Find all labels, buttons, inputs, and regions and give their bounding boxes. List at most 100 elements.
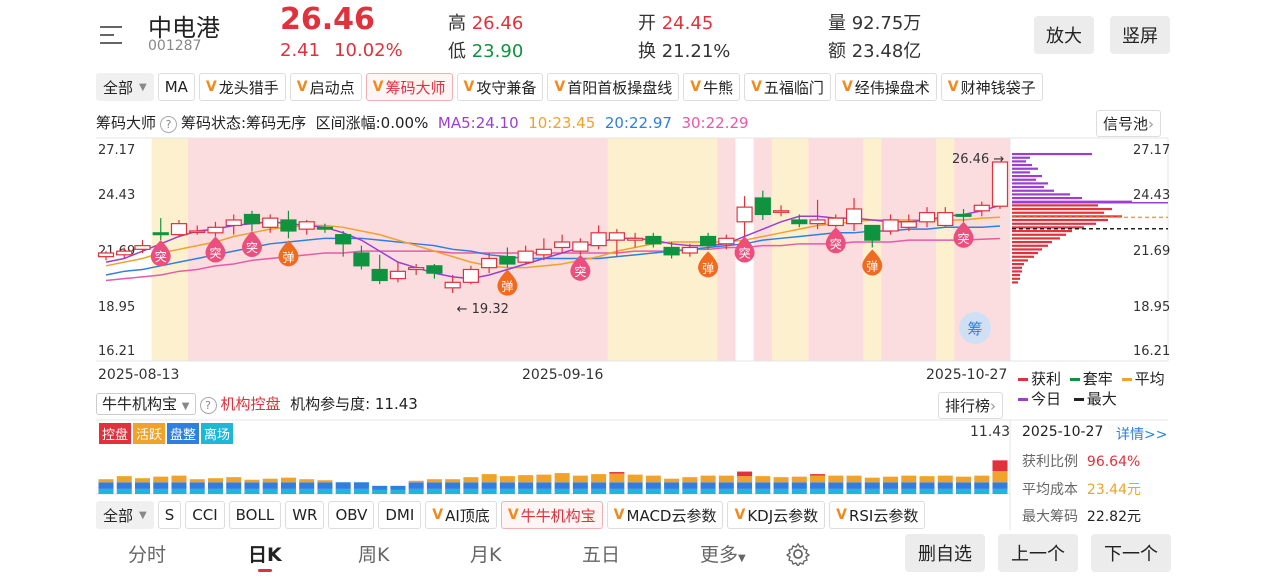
consolidate-bar xyxy=(98,482,114,489)
detail-link[interactable]: 详情>> xyxy=(1116,427,1168,443)
active-bar xyxy=(883,476,899,483)
tab-tabrow2-1[interactable]: CCI xyxy=(185,501,225,529)
today-swatch xyxy=(1018,398,1028,401)
tab-label: DMI xyxy=(385,506,415,524)
chip-bar xyxy=(1012,270,1022,273)
nav-five-day[interactable]: 五日 xyxy=(582,544,621,566)
tab-tabrow2-7[interactable]: V 牛牛机构宝 xyxy=(500,501,603,529)
tab-tabrow1-5[interactable]: V 首阳首板操盘线 xyxy=(547,73,680,101)
delete-watchlist-button[interactable]: 删自选 xyxy=(905,534,985,572)
indicator-tabs: 全部 ▼ MA V 龙头猎手 V 启动点 V 筹码大师 V 攻守兼备 V 首阳首板操盘线 V 牛熊 V 五福临… xyxy=(96,73,1170,101)
tab-tabrow1-0[interactable]: MA xyxy=(157,73,195,101)
chip-y-tick-label: 16.21 xyxy=(1133,344,1170,359)
breakout-signal-icon xyxy=(734,236,755,263)
gear-icon[interactable] xyxy=(785,542,811,568)
menu-icon[interactable] xyxy=(100,26,122,44)
bg-band xyxy=(188,138,207,361)
breakout-signal-icon xyxy=(570,254,591,281)
bg-band xyxy=(261,138,280,361)
tab-tabrow1-2[interactable]: V 启动点 xyxy=(289,73,362,101)
tab-tabrow2-9[interactable]: V KDJ云参数 xyxy=(727,501,826,529)
chip-bar xyxy=(1012,259,1028,262)
chip-bar xyxy=(1012,193,1070,196)
bg-band xyxy=(297,138,317,361)
high-annotation: 26.46 → xyxy=(952,152,1004,167)
tab-tabrow1-3[interactable]: V 筹码大师 xyxy=(365,73,453,101)
nav-daily-k[interactable]: 日K xyxy=(248,544,282,566)
chip-bar xyxy=(1012,211,1104,214)
tab-tabrow1-8[interactable]: V 经伟操盘术 xyxy=(834,73,937,101)
tab-tabrow2-4[interactable]: OBV xyxy=(328,501,375,529)
bg-band xyxy=(972,138,992,361)
v-badge-icon: V xyxy=(751,79,762,95)
prev-stock-button[interactable]: 上一个 xyxy=(998,534,1078,572)
candle-up xyxy=(134,245,151,250)
active-bar xyxy=(262,478,278,483)
tab-label: BOLL xyxy=(235,506,275,524)
chip-bar xyxy=(1012,178,1036,181)
signal-pool-button[interactable]: 信号池› xyxy=(1096,110,1162,137)
tab-tabrow2-10[interactable]: V RSI云参数 xyxy=(829,501,926,529)
nav-intraday[interactable]: 分时 xyxy=(128,544,167,566)
tab-tabrow2-2[interactable]: BOLL xyxy=(228,501,282,529)
exit-bar xyxy=(591,488,607,494)
consolidate-bar xyxy=(518,482,534,489)
rank-button[interactable]: 排行榜› xyxy=(938,392,1004,419)
low-stat: 低 23.90 xyxy=(448,41,524,62)
candle-down xyxy=(243,213,261,225)
portrait-button[interactable]: 竖屏 xyxy=(1110,16,1170,54)
tab-tabrow1-4[interactable]: V 攻守兼备 xyxy=(456,73,544,101)
caret-down-icon: ▼ xyxy=(738,553,746,564)
candle-up xyxy=(900,221,917,228)
active-bar xyxy=(299,479,315,483)
help-icon[interactable]: ? xyxy=(160,116,178,133)
chip-bar xyxy=(1012,160,1026,163)
active-bar xyxy=(153,476,169,483)
tab-tabrow2-3[interactable]: WR xyxy=(285,501,325,529)
chip-bar xyxy=(1012,237,1060,240)
zoom-button[interactable]: 放大 xyxy=(1034,16,1094,54)
nav-more[interactable]: 更多▼ xyxy=(700,544,746,566)
candle-up xyxy=(627,237,644,241)
exit-bar xyxy=(481,488,497,494)
next-stock-button[interactable]: 下一个 xyxy=(1091,534,1171,572)
exit-bar xyxy=(609,488,625,494)
tab-label: 启动点 xyxy=(309,78,355,97)
help-icon[interactable]: ? xyxy=(199,397,217,414)
tab-tabrow2-5[interactable]: DMI xyxy=(378,501,422,529)
consolidate-bar xyxy=(810,482,826,489)
chip-bar xyxy=(1012,185,1044,189)
candle-up xyxy=(408,267,425,271)
tab-tabrow1-9[interactable]: V 财神钱袋子 xyxy=(940,73,1043,101)
tab-label: KDJ云参数 xyxy=(747,506,819,525)
change-percent: 10.02% xyxy=(334,40,403,61)
exit-bar xyxy=(846,488,862,494)
sub-indicator-select[interactable]: 牛牛机构宝 ▼ xyxy=(96,393,196,415)
tab-tabrow1-7[interactable]: V 五福临门 xyxy=(744,73,831,101)
tab-tabrow2-0[interactable]: S xyxy=(157,501,182,529)
exit-bar xyxy=(718,488,734,494)
candle-up xyxy=(718,237,735,245)
chip-bar xyxy=(1012,174,1042,178)
consolidate-bar xyxy=(554,482,570,489)
candle-up xyxy=(444,281,461,289)
breakout-signal-icon xyxy=(241,230,262,257)
tab-label: AI顶底 xyxy=(445,506,490,525)
active-bar xyxy=(98,479,114,483)
active-bar xyxy=(536,474,552,483)
consolidate-bar xyxy=(700,482,716,489)
bg-band xyxy=(480,138,499,361)
bg-band xyxy=(917,138,937,361)
tab-tabrow1-6[interactable]: V 牛熊 xyxy=(683,73,741,101)
tab-tabrow2-8[interactable]: V MACD云参数 xyxy=(606,501,724,529)
max-swatch xyxy=(1073,398,1084,401)
active-bar xyxy=(207,478,223,483)
chip-bar xyxy=(1012,156,1030,159)
tab-tabrow1-1[interactable]: V 龙头猎手 xyxy=(198,73,286,101)
nav-weekly-k[interactable]: 周K xyxy=(358,544,390,566)
tab-tabrow2-6[interactable]: V AI顶底 xyxy=(425,501,497,529)
tab-all-dropdown[interactable]: 全部 ▼ xyxy=(96,73,154,101)
nav-monthly-k[interactable]: 月K xyxy=(470,544,502,566)
tab2-all-dropdown[interactable]: 全部 ▼ xyxy=(96,501,154,529)
